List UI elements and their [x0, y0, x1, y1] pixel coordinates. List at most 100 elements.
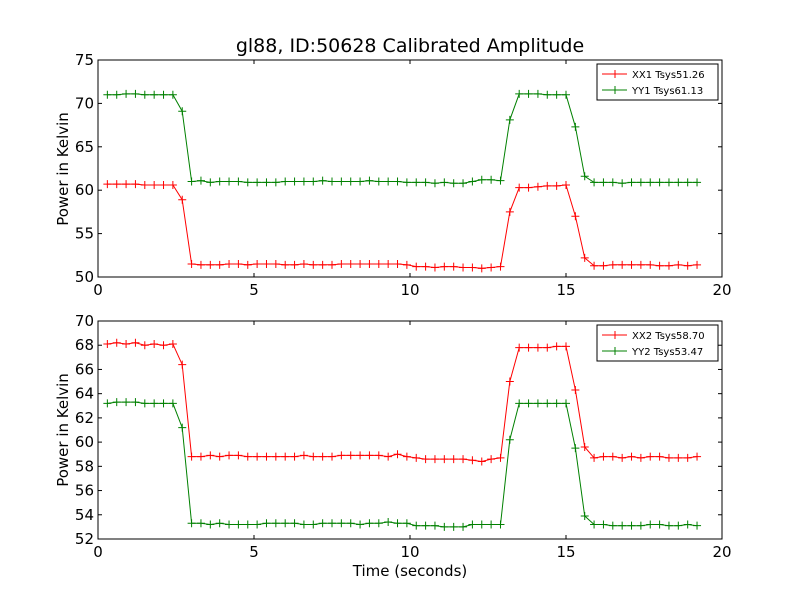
data-point-marker — [590, 520, 599, 529]
data-point-marker — [365, 451, 374, 460]
data-point-marker — [618, 179, 627, 188]
data-point-marker — [599, 452, 608, 461]
data-point-marker — [393, 259, 402, 268]
data-point-marker — [487, 520, 496, 529]
data-point-marker — [449, 179, 458, 188]
data-point-marker — [103, 90, 112, 99]
x-tick-label: 20 — [712, 281, 731, 299]
data-point-marker — [159, 341, 168, 350]
x-tick-label: 0 — [93, 543, 103, 561]
data-point-marker — [196, 260, 205, 269]
data-point-marker — [346, 519, 355, 528]
data-point-marker — [693, 521, 702, 530]
legend-entry: XX1 Tsys51.26 — [632, 70, 705, 81]
data-point-marker — [590, 178, 599, 187]
data-point-marker — [505, 435, 514, 444]
chart-top: gl88, ID:50628 Calibrated Amplitude Powe… — [54, 35, 732, 299]
data-point-marker — [187, 519, 196, 528]
data-point-marker — [515, 399, 524, 408]
data-point-marker — [393, 450, 402, 459]
data-point-marker — [430, 521, 439, 530]
data-point-marker — [374, 451, 383, 460]
data-point-marker — [496, 520, 505, 529]
data-point-marker — [571, 122, 580, 131]
data-point-marker — [318, 260, 327, 269]
data-point-marker — [234, 259, 243, 268]
data-point-marker — [543, 90, 552, 99]
data-point-marker — [440, 455, 449, 464]
data-point-marker — [150, 340, 159, 349]
legend-box — [596, 63, 719, 101]
data-point-marker — [430, 263, 439, 272]
data-point-marker — [646, 260, 655, 269]
y-tick-label: 56 — [75, 482, 94, 500]
data-point-marker — [524, 343, 533, 352]
data-point-marker — [552, 342, 561, 351]
data-point-marker — [562, 342, 570, 351]
data-point-marker — [477, 457, 486, 466]
y-tick-label: 64 — [75, 385, 94, 403]
data-point-marker — [618, 260, 627, 269]
data-point-marker — [412, 178, 421, 187]
data-point-marker — [562, 399, 570, 408]
data-point-marker — [590, 261, 599, 270]
data-point-marker — [112, 398, 121, 407]
data-point-marker — [103, 399, 112, 408]
data-point-marker — [243, 178, 252, 187]
data-point-marker — [122, 398, 131, 407]
data-point-marker — [253, 452, 262, 461]
data-point-marker — [374, 519, 383, 528]
data-point-marker — [524, 183, 533, 192]
data-point-marker — [487, 175, 496, 184]
data-point-marker — [309, 520, 318, 529]
data-point-marker — [421, 262, 430, 271]
data-point-marker — [309, 177, 318, 186]
x-tick-label: 15 — [556, 281, 575, 299]
data-point-marker — [196, 452, 205, 461]
data-point-marker — [683, 261, 692, 270]
data-point-marker — [533, 182, 542, 191]
data-point-marker — [206, 178, 215, 187]
legend-marker — [611, 331, 619, 339]
data-point-marker — [140, 180, 149, 189]
data-point-marker — [187, 452, 196, 461]
x-tick-label: 20 — [712, 543, 731, 561]
data-point-marker — [627, 521, 636, 530]
data-point-marker — [206, 260, 215, 269]
data-point-marker — [299, 451, 308, 460]
data-point-marker — [196, 519, 205, 528]
data-point-marker — [674, 178, 683, 187]
data-point-marker — [140, 341, 149, 350]
data-point-marker — [346, 259, 355, 268]
data-point-marker — [440, 522, 449, 531]
data-point-marker — [150, 90, 159, 99]
data-point-marker — [674, 453, 683, 462]
data-point-marker — [122, 180, 131, 189]
data-point-marker — [271, 259, 280, 268]
legend-entry: YY1 Tsys61.13 — [631, 86, 703, 97]
data-point-marker — [533, 343, 542, 352]
data-point-marker — [337, 519, 346, 528]
data-point-marker — [384, 452, 393, 461]
data-point-marker — [440, 262, 449, 271]
data-point-marker — [318, 176, 327, 185]
data-point-marker — [487, 455, 496, 464]
data-point-marker — [664, 261, 673, 270]
data-point-marker — [290, 452, 299, 461]
data-point-marker — [365, 176, 374, 185]
data-point-marker — [505, 207, 514, 216]
data-point-marker — [356, 520, 365, 529]
data-point-marker — [159, 90, 168, 99]
data-point-marker — [571, 444, 580, 453]
legend-marker — [611, 70, 619, 78]
y-tick-label: 58 — [75, 457, 94, 475]
data-point-marker — [290, 519, 299, 528]
data-point-marker — [103, 340, 112, 349]
data-point-marker — [271, 519, 280, 528]
series-line — [107, 93, 697, 184]
data-point-marker — [402, 260, 411, 269]
data-point-marker — [693, 452, 702, 461]
data-point-marker — [290, 260, 299, 269]
data-point-marker — [421, 521, 430, 530]
data-point-marker — [430, 455, 439, 464]
